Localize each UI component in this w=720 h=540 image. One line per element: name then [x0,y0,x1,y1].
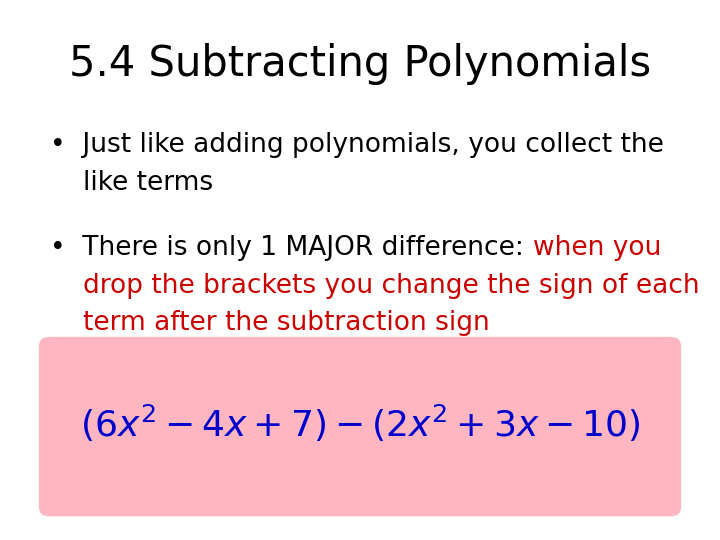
Text: term after the subtraction sign: term after the subtraction sign [83,310,490,336]
Text: $(6x^2 - 4x + 7) - (2x^2 + 3x - 10)$: $(6x^2 - 4x + 7) - (2x^2 + 3x - 10)$ [80,403,640,444]
Text: •  There is only 1 MAJOR difference:: • There is only 1 MAJOR difference: [50,235,533,261]
FancyBboxPatch shape [40,338,680,516]
Text: drop the brackets you change the sign of each: drop the brackets you change the sign of… [83,273,699,299]
Text: like terms: like terms [83,170,213,196]
Text: when you: when you [533,235,661,261]
Text: •  Just like adding polynomials, you collect the: • Just like adding polynomials, you coll… [50,132,665,158]
Text: 5.4 Subtracting Polynomials: 5.4 Subtracting Polynomials [69,43,651,85]
